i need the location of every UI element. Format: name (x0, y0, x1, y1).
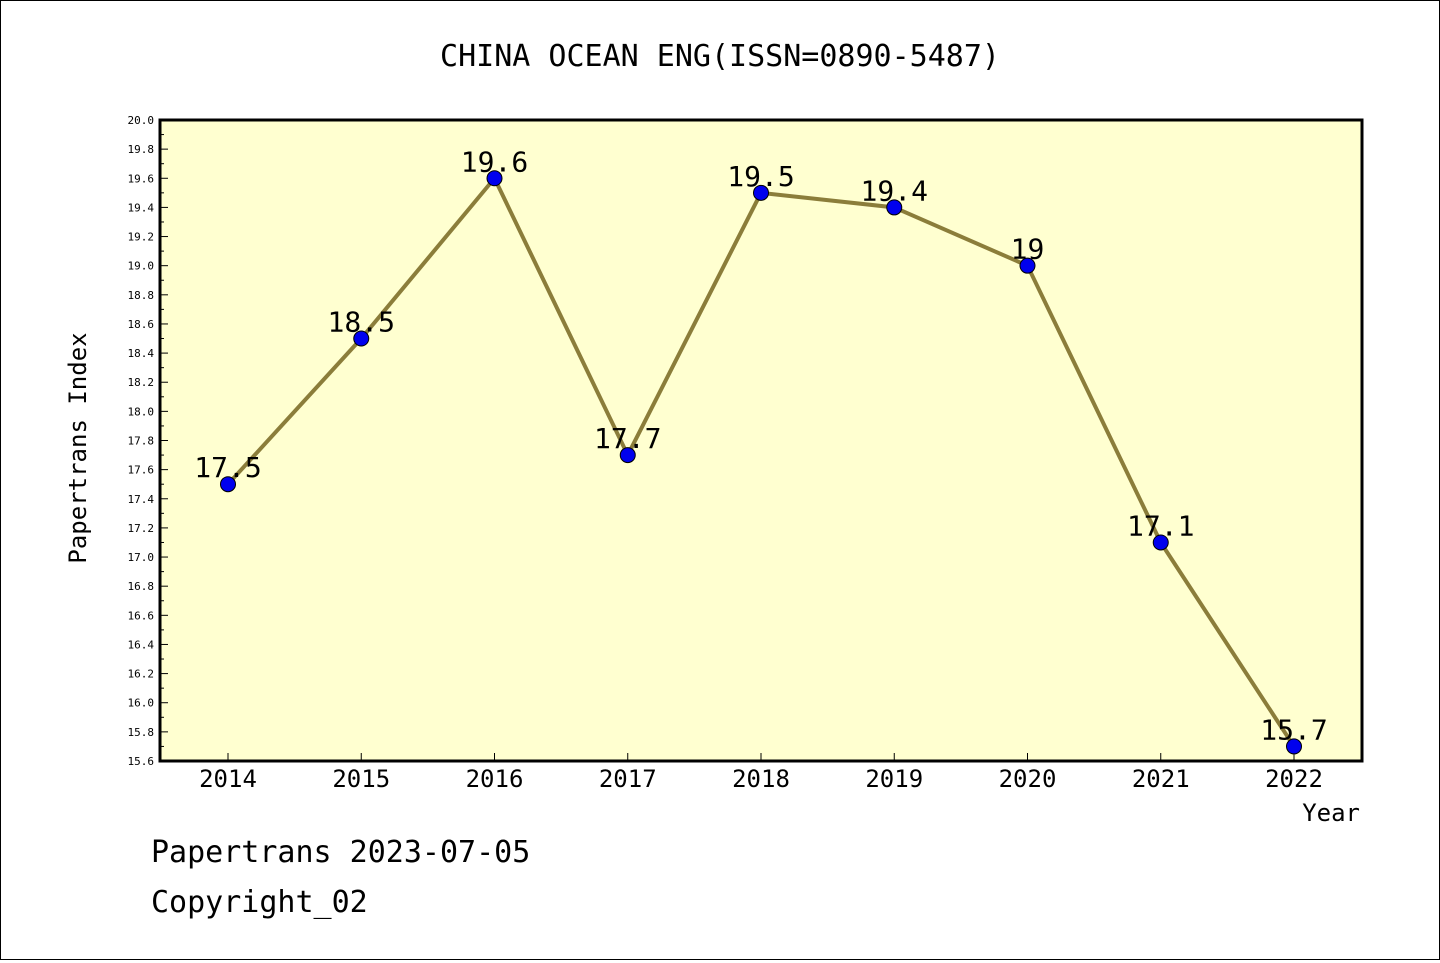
y-tick-label: 15.8 (128, 726, 155, 739)
y-tick-label: 16.0 (128, 697, 155, 710)
x-tick-label: 2016 (466, 765, 524, 793)
data-point (1286, 738, 1302, 755)
x-tick-label: 2015 (332, 765, 390, 793)
data-label: 18.5 (328, 306, 395, 339)
chart-title: CHINA OCEAN ENG(ISSN=0890-5487) (440, 39, 1000, 74)
x-tick-label: 2021 (1132, 765, 1190, 793)
y-tick-label: 19.2 (128, 231, 155, 244)
data-label: 17.5 (194, 451, 261, 484)
data-label: 17.1 (1127, 509, 1194, 542)
y-tick-label: 18.2 (128, 376, 155, 389)
y-tick-label: 16.8 (128, 580, 155, 593)
y-tick-label: 19.6 (128, 172, 155, 185)
y-tick-label: 17.2 (128, 522, 155, 535)
y-axis-title: Papertrans Index (64, 332, 92, 563)
data-label: 19 (1011, 233, 1045, 266)
y-tick-label: 18.4 (128, 347, 155, 360)
footer-copyright: Copyright_02 (151, 885, 368, 920)
x-axis: 2014 2015 2016 2017 2018 2019 2020 2021 2022 (199, 753, 1323, 793)
data-point (886, 199, 903, 216)
y-tick-label: 19.8 (128, 143, 155, 156)
y-tick-label: 17.6 (128, 464, 155, 477)
data-label: 17.7 (594, 422, 661, 455)
data-point (753, 184, 769, 201)
plot-area (158, 118, 1364, 763)
x-tick-label: 2017 (599, 765, 657, 793)
y-tick-label: 17.0 (128, 551, 155, 564)
data-label: 19.5 (727, 160, 794, 193)
data-point (486, 170, 503, 187)
series-papertrans-index (220, 170, 1302, 755)
y-tick-label: 18.0 (128, 405, 155, 418)
y-tick-label: 16.2 (128, 668, 155, 681)
x-tick-label: 2014 (199, 765, 257, 793)
data-label: 15.7 (1260, 713, 1327, 746)
y-axis: 15.6 15.8 16.0 16.2 16.4 16.6 16.8 17.0 17.2 17.4… (128, 114, 168, 768)
x-tick-label: 2018 (732, 765, 790, 793)
data-point (1019, 257, 1036, 274)
y-tick-label: 18.6 (128, 318, 155, 331)
y-tick-label: 16.6 (128, 609, 155, 622)
x-tick-label: 2020 (999, 765, 1057, 793)
data-labels: 17.5 18.5 19.6 17.7 19.5 19.4 19 17.1 15.7 (194, 145, 1327, 746)
data-point (619, 447, 636, 464)
y-tick-label: 20.0 (128, 114, 155, 127)
x-tick-label: 2022 (1265, 765, 1323, 793)
data-point (353, 330, 370, 347)
y-tick-label: 19.4 (128, 201, 155, 214)
data-point (220, 476, 236, 493)
data-point (1152, 534, 1169, 551)
footer-date: Papertrans 2023-07-05 (151, 835, 531, 870)
data-label: 19.4 (861, 174, 928, 207)
x-axis-title: Year (1302, 799, 1360, 827)
y-tick-label: 16.4 (128, 638, 155, 651)
y-tick-label: 17.8 (128, 435, 155, 448)
y-tick-label: 15.6 (128, 755, 155, 768)
x-tick-label: 2019 (865, 765, 923, 793)
y-tick-label: 19.0 (128, 260, 155, 273)
y-tick-label: 18.8 (128, 289, 155, 302)
data-label: 19.6 (461, 145, 528, 178)
y-tick-label: 17.4 (128, 493, 155, 506)
